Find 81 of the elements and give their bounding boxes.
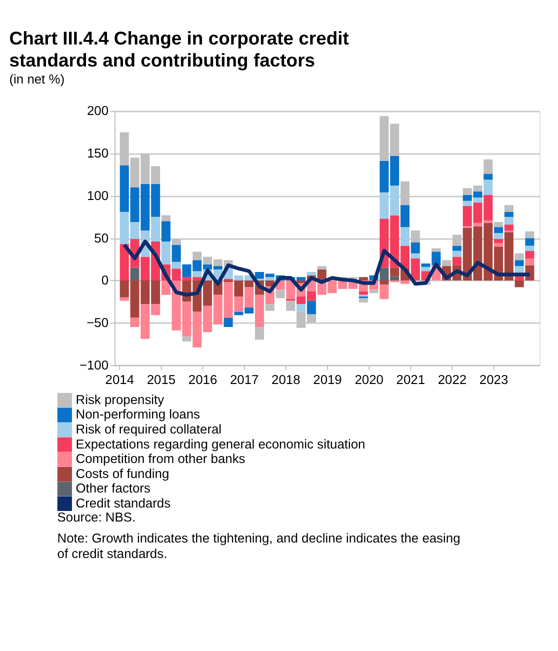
bar (525, 238, 534, 246)
legend-label: Non-performing loans (76, 406, 200, 422)
y-tick-label: 150 (86, 146, 109, 161)
chart-subtitle: (in net %) (9, 71, 65, 86)
bar (504, 216, 514, 225)
bar (484, 180, 493, 195)
bar (380, 280, 389, 285)
bar (130, 268, 140, 280)
bar (317, 266, 326, 270)
bar (514, 260, 524, 266)
bar (504, 224, 514, 230)
text: Note: Growth indicates the tightening, and decline indicates the easing of credit standards. (57, 530, 460, 562)
bar (421, 266, 430, 272)
bar (514, 280, 524, 288)
bar (494, 233, 504, 239)
bar (504, 205, 514, 212)
bar (400, 227, 410, 246)
legend-label: Risk of required collateral (76, 422, 222, 436)
bar (525, 246, 534, 251)
y-tick-label: 100 (86, 188, 109, 203)
legend-label: Credit standards (76, 495, 171, 510)
legend-label: Competition from other banks (76, 451, 246, 466)
bar (296, 304, 306, 312)
bar (410, 253, 420, 258)
chart-title: Chart III.4.4 Change in corporate credit standards and contributing factors (9, 28, 349, 71)
bar (514, 253, 524, 260)
y-tick-label: 0 (101, 272, 109, 288)
bar (452, 250, 462, 257)
x-tick-label: 2018 (272, 372, 300, 388)
bar (358, 277, 368, 280)
x-tick-label: 2023 (479, 372, 508, 388)
bar (525, 258, 534, 266)
bar (182, 336, 192, 342)
bar (161, 215, 170, 222)
y-tick-label: −100 (79, 357, 109, 372)
bar (172, 244, 181, 262)
y-tick-label: −50 (86, 314, 109, 330)
y-tick-label: 200 (86, 103, 109, 118)
source-note: Source: NBS. (57, 509, 136, 524)
bar (358, 298, 368, 302)
x-tick-label: 2019 (313, 372, 342, 388)
bar (494, 222, 504, 228)
bar (494, 238, 504, 244)
bar (494, 227, 504, 234)
bar (452, 246, 462, 251)
x-tick-label: 2017 (230, 372, 259, 388)
legend-label: Expectations regarding general economic situation (76, 436, 366, 452)
bar (224, 318, 233, 328)
bar (484, 159, 493, 174)
bar (254, 327, 264, 340)
bar (306, 272, 316, 276)
bar (494, 243, 504, 247)
bar (276, 290, 285, 298)
bar (473, 222, 482, 226)
bar (358, 291, 368, 295)
bar (120, 297, 129, 301)
legend-label: Costs of funding (76, 466, 170, 481)
bar (410, 242, 420, 254)
bar (265, 304, 274, 311)
bar (452, 256, 462, 266)
bar (442, 260, 452, 266)
x-tick-label: 2014 (105, 372, 134, 388)
bar (306, 300, 316, 314)
x-tick-label: 2016 (188, 372, 218, 388)
x-tick-label: 2020 (354, 372, 384, 388)
x-tick-label: 2015 (146, 372, 176, 388)
bar (525, 231, 534, 238)
bar (161, 221, 170, 242)
bar (525, 250, 534, 258)
bar (296, 280, 306, 283)
legend-label: Other factors (76, 480, 150, 496)
x-tick-label: 2021 (396, 372, 426, 388)
bar (484, 220, 493, 223)
y-tick-label: 50 (94, 230, 109, 246)
line-series (122, 240, 532, 297)
legend-label: Risk propensity (76, 392, 165, 407)
bar (484, 174, 493, 180)
bar (400, 205, 410, 228)
x-tick-label: 2022 (438, 372, 467, 388)
bar (286, 300, 296, 311)
bar (504, 212, 514, 217)
